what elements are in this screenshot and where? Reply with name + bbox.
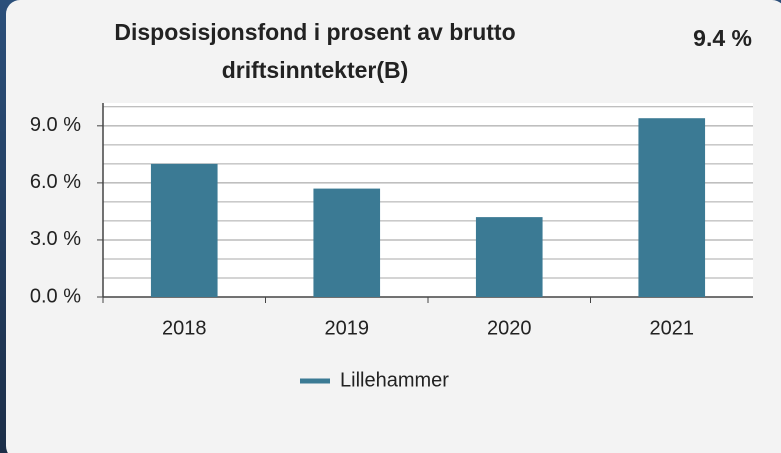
y-tick-label: 9.0 % bbox=[30, 114, 81, 136]
headline-value: 9.4 % bbox=[693, 25, 752, 51]
x-tick-label: 2018 bbox=[162, 317, 207, 339]
legend-label: Lillehammer bbox=[340, 369, 449, 391]
bar bbox=[638, 118, 706, 297]
y-tick-label: 0.0 % bbox=[30, 285, 81, 307]
x-tick-label: 2019 bbox=[325, 317, 370, 339]
y-tick-label: 3.0 % bbox=[30, 228, 81, 250]
x-tick-label: 2020 bbox=[487, 317, 532, 339]
x-tick-label: 2021 bbox=[650, 317, 695, 339]
bar bbox=[313, 188, 381, 297]
y-tick-label: 6.0 % bbox=[30, 171, 81, 193]
bar bbox=[150, 163, 218, 297]
bar bbox=[475, 217, 543, 297]
chart-title: Disposisjonsfond i prosent av brutto bbox=[114, 19, 515, 45]
chart-title-line2: driftsinntekter(B) bbox=[222, 57, 409, 83]
